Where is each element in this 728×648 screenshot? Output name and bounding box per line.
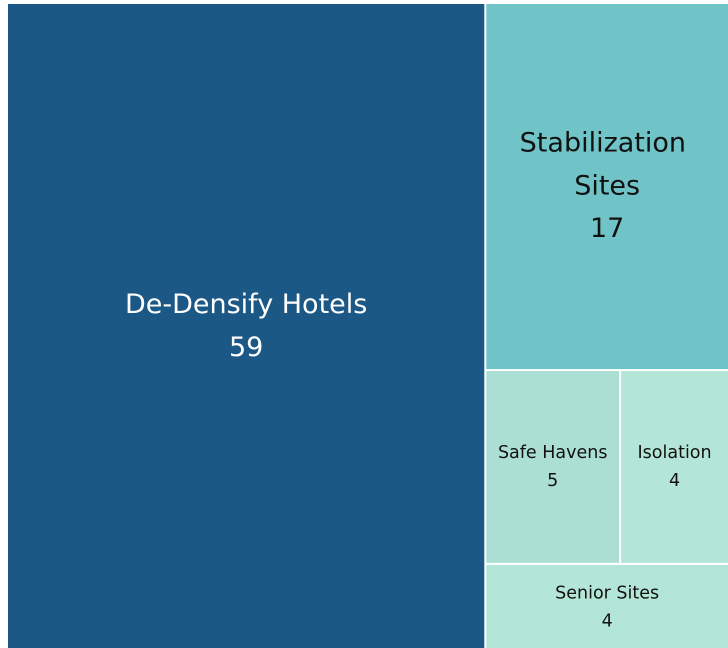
cell-label: Stabilization Sites <box>520 127 695 201</box>
cell-label-line: Sites <box>574 170 640 201</box>
cell-value: 4 <box>669 471 680 491</box>
cell-label-line: Stabilization <box>520 127 695 158</box>
cell-value: 5 <box>547 471 558 491</box>
treemap-cell <box>486 564 728 648</box>
cell-value: 4 <box>602 611 613 631</box>
cell-value: 59 <box>229 332 263 363</box>
cell-label: Isolation <box>638 443 712 463</box>
cell-value: 17 <box>590 213 624 244</box>
cell-label: Senior Sites <box>555 583 659 603</box>
cell-label: De-Densify Hotels <box>125 289 367 320</box>
treemap-cell <box>621 371 728 563</box>
treemap-cell <box>486 371 620 563</box>
cell-label: Safe Havens <box>498 443 608 463</box>
treemap-cell <box>8 4 485 648</box>
treemap-cell <box>486 4 728 370</box>
